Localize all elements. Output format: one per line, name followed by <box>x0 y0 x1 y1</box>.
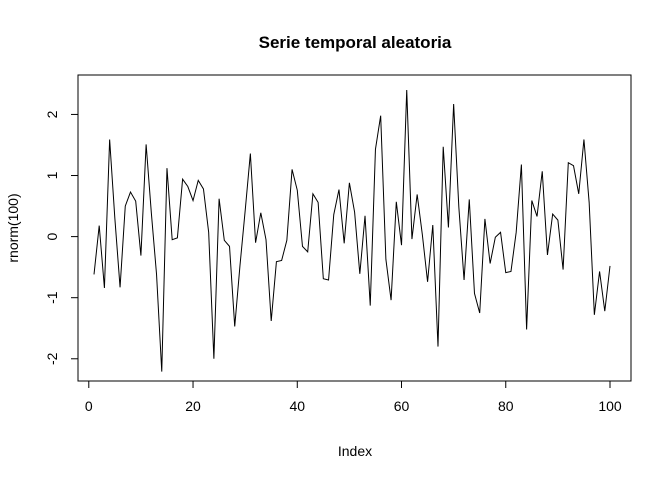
y-tick-label: -2 <box>44 352 60 365</box>
series-group <box>93 89 611 372</box>
x-tick-label: 80 <box>498 398 514 414</box>
y-tick-label: 1 <box>44 171 60 179</box>
series-line <box>93 89 611 372</box>
y-axis-label: rnorm(100) <box>5 193 21 262</box>
x-tick-label: 40 <box>289 398 305 414</box>
x-tick-label: 0 <box>85 398 93 414</box>
y-tick-label: 0 <box>44 233 60 241</box>
y-axis: -2 -1 0 1 2 <box>44 110 79 365</box>
x-tick-label: 100 <box>598 398 622 414</box>
x-tick-label: 20 <box>185 398 201 414</box>
y-tick-label: -1 <box>44 291 60 304</box>
chart-title: Serie temporal aleatoria <box>259 33 452 52</box>
x-axis: 0 20 40 60 80 100 <box>85 380 622 414</box>
x-axis-label: Index <box>338 443 372 459</box>
y-tick-label: 2 <box>44 110 60 118</box>
plot-frame <box>77 74 632 382</box>
x-tick-label: 60 <box>394 398 410 414</box>
